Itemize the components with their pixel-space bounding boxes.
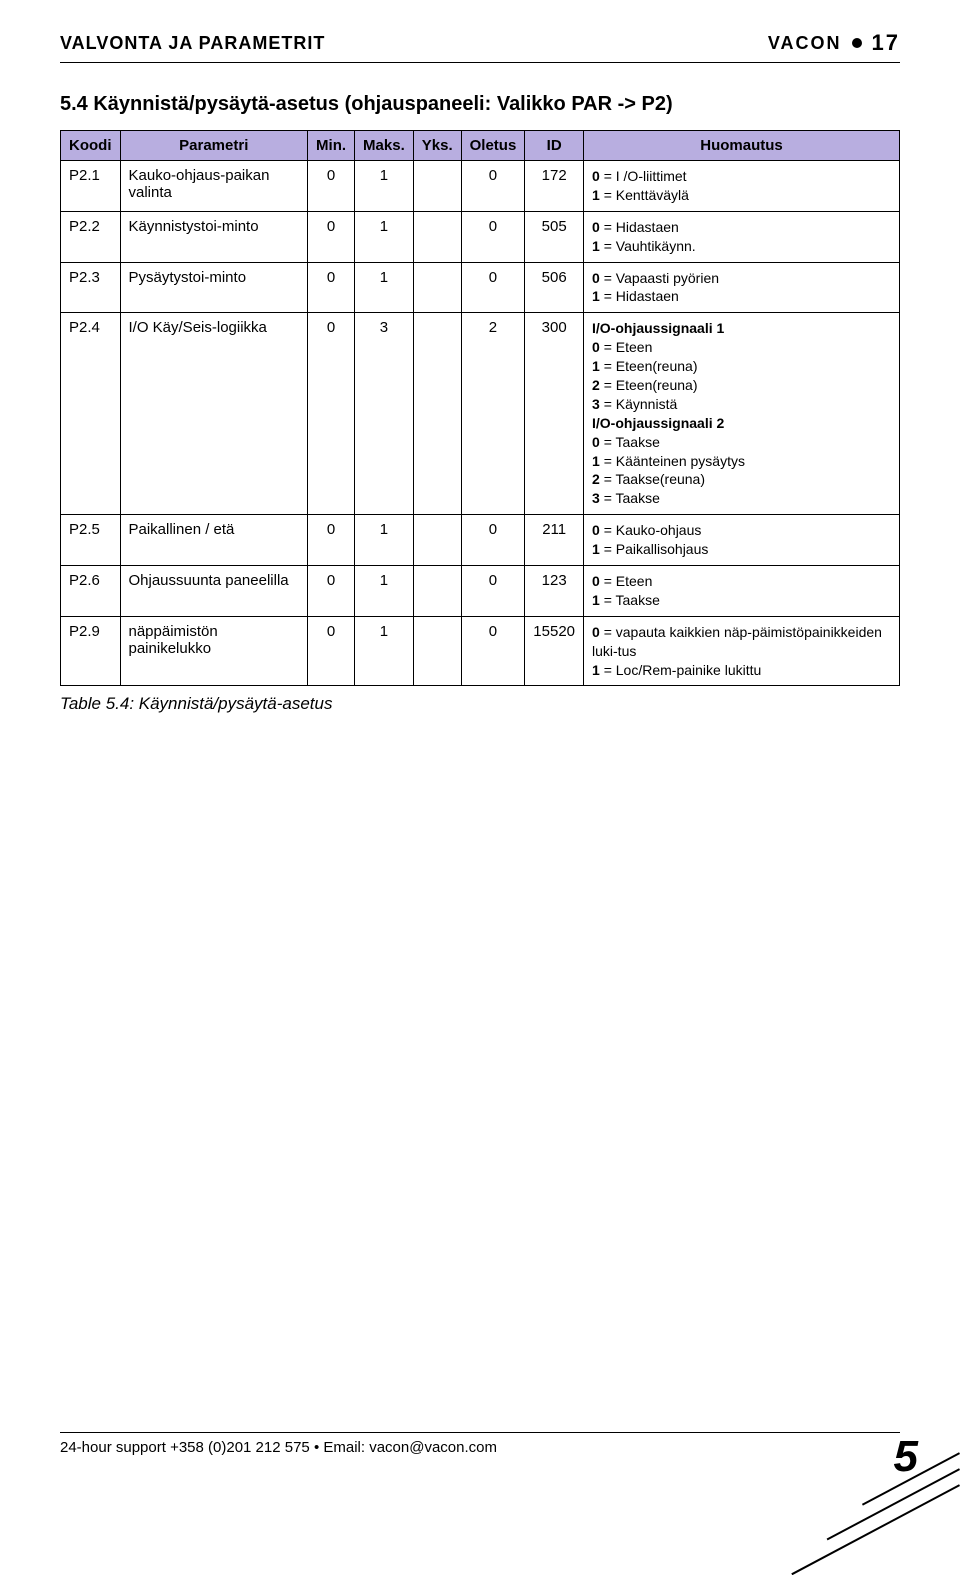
table-row: P2.4I/O Käy/Seis-logiikka032300I/O-ohjau… [61,313,900,515]
table-row: P2.5Paikallinen / etä0102110 = Kauko-ohj… [61,515,900,566]
table-cell: Käynnistystoi-minto [120,211,308,262]
table-cell: 211 [525,515,584,566]
table-cell: 0 = Kauko-ohjaus1 = Paikallisohjaus [584,515,900,566]
table-cell: 1 [355,616,414,686]
table-cell: 1 [355,262,414,313]
header-brand-block: VACON 17 [768,30,900,56]
table-cell: 1 [355,515,414,566]
table-cell: 0 = Vapaasti pyörien1 = Hidastaen [584,262,900,313]
table-cell [413,262,461,313]
table-cell: 0 [308,211,355,262]
table-cell: 0 [461,262,525,313]
col-koodi: Koodi [61,131,121,161]
table-cell: Kauko-ohjaus-paikan valinta [120,161,308,212]
table-cell: I/O Käy/Seis-logiikka [120,313,308,515]
col-min: Min. [308,131,355,161]
table-cell: 0 [308,313,355,515]
table-cell: 0 = Eteen1 = Taakse [584,566,900,617]
table-cell: 0 [461,566,525,617]
table-cell: P2.3 [61,262,121,313]
table-row: P2.1Kauko-ohjaus-paikan valinta0101720 =… [61,161,900,212]
table-cell: 1 [355,211,414,262]
col-huomautus: Huomautus [584,131,900,161]
table-row: P2.3Pysäytystoi-minto0105060 = Vapaasti … [61,262,900,313]
table-cell: 505 [525,211,584,262]
col-id: ID [525,131,584,161]
table-row: P2.2Käynnistystoi-minto0105050 = Hidasta… [61,211,900,262]
page-number: 17 [872,30,900,56]
chapter-number: 5 [894,1432,918,1482]
col-parametri: Parametri [120,131,308,161]
table-cell: P2.6 [61,566,121,617]
table-cell: Ohjaussuunta paneelilla [120,566,308,617]
table-cell: P2.5 [61,515,121,566]
table-row: P2.6Ohjaussuunta paneelilla0101230 = Ete… [61,566,900,617]
table-cell [413,616,461,686]
page-header: VALVONTA JA PARAMETRIT VACON 17 [60,30,900,63]
table-cell: 0 [308,616,355,686]
col-oletus: Oletus [461,131,525,161]
table-cell: I/O-ohjaussignaali 10 = Eteen1 = Eteen(r… [584,313,900,515]
table-cell: 0 [461,211,525,262]
table-cell: näppäimistön painikelukko [120,616,308,686]
table-cell: 0 = Hidastaen1 = Vauhtikäynn. [584,211,900,262]
section-title: 5.4 Käynnistä/pysäytä-asetus (ohjauspane… [60,93,900,116]
table-cell [413,566,461,617]
table-cell: 0 [308,515,355,566]
col-yks: Yks. [413,131,461,161]
table-cell: 0 [461,161,525,212]
table-cell: P2.4 [61,313,121,515]
table-cell: 300 [525,313,584,515]
bullet-icon [852,38,862,48]
parameters-table: Koodi Parametri Min. Maks. Yks. Oletus I… [60,130,900,686]
table-cell: 123 [525,566,584,617]
table-cell [413,313,461,515]
table-cell: 0 [308,566,355,617]
footer-graphic: 5 [780,1366,960,1486]
table-cell: 0 = I /O-liittimet1 = Kenttäväylä [584,161,900,212]
table-cell [413,161,461,212]
table-cell: 0 [461,515,525,566]
table-cell: 172 [525,161,584,212]
table-cell: 0 [461,616,525,686]
table-header-row: Koodi Parametri Min. Maks. Yks. Oletus I… [61,131,900,161]
table-cell: 1 [355,566,414,617]
brand-name: VACON [768,33,842,54]
table-cell: 0 [308,262,355,313]
table-cell: 2 [461,313,525,515]
table-cell: Paikallinen / etä [120,515,308,566]
table-cell: 3 [355,313,414,515]
header-section-title: VALVONTA JA PARAMETRIT [60,33,325,54]
table-cell: 15520 [525,616,584,686]
table-cell: P2.1 [61,161,121,212]
table-caption: Table 5.4: Käynnistä/pysäytä-asetus [60,694,900,714]
table-cell: 506 [525,262,584,313]
table-cell: P2.9 [61,616,121,686]
table-cell [413,515,461,566]
table-cell: 1 [355,161,414,212]
table-cell: 0 [308,161,355,212]
table-cell: 0 = vapauta kaikkien näp-päimistöpainikk… [584,616,900,686]
table-cell: P2.2 [61,211,121,262]
table-cell [413,211,461,262]
table-cell: Pysäytystoi-minto [120,262,308,313]
table-row: P2.9näppäimistön painikelukko010155200 =… [61,616,900,686]
page-footer: 24-hour support +358 (0)201 212 575 • Em… [0,1432,960,1486]
footer-support-text: 24-hour support +358 (0)201 212 575 • Em… [60,1432,900,1456]
col-maks: Maks. [355,131,414,161]
